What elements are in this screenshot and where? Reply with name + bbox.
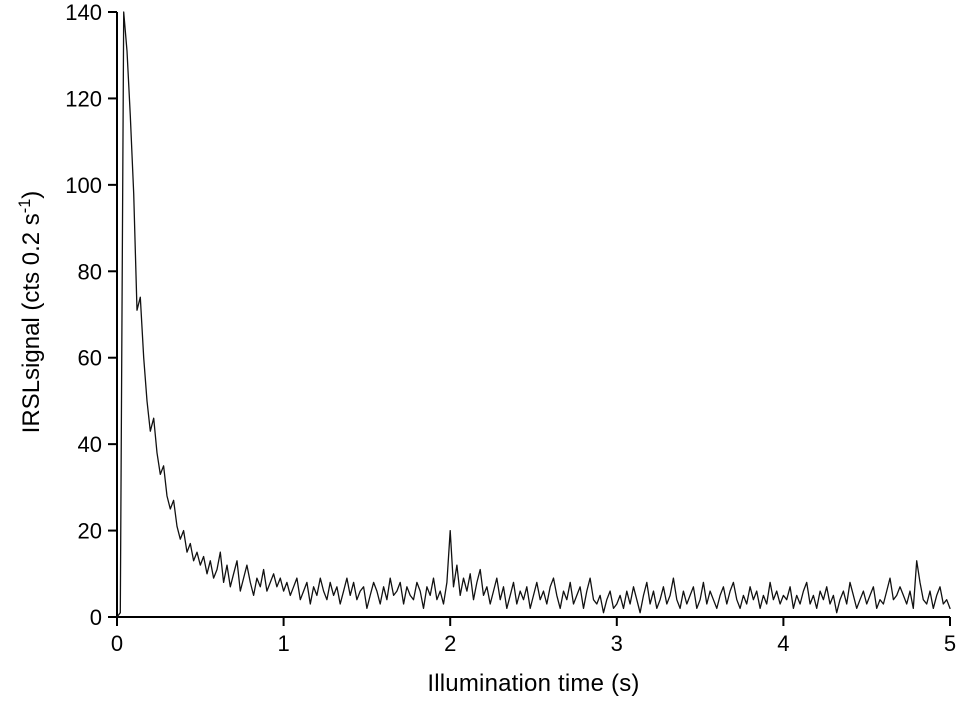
- y-tick-label: 80: [78, 259, 102, 284]
- y-tick-label: 60: [78, 346, 102, 371]
- y-tick-label: 100: [65, 173, 102, 198]
- x-tick-label: 0: [111, 631, 123, 656]
- x-axis-label: Illumination time (s): [427, 670, 640, 697]
- y-tick-label: 120: [65, 86, 102, 111]
- y-axis-label-superscript: -1: [16, 198, 34, 214]
- x-tick-label: 1: [277, 631, 289, 656]
- x-tick-label: 2: [444, 631, 456, 656]
- y-tick-label: 0: [90, 605, 102, 630]
- x-tick-label: 5: [944, 631, 956, 656]
- y-tick-label: 140: [65, 0, 102, 25]
- y-axis-label: IRSLsignal (cts 0.2 s-1): [16, 112, 46, 512]
- y-axis-label-close: ): [18, 190, 45, 199]
- y-tick-label: 40: [78, 432, 102, 457]
- y-tick-label: 20: [78, 519, 102, 544]
- x-tick-label: 3: [611, 631, 623, 656]
- irsl-signal-series: [116, 11, 951, 618]
- x-tick-label: 4: [777, 631, 789, 656]
- y-axis-label-main: IRSLsignal (cts 0.2 s: [18, 213, 45, 434]
